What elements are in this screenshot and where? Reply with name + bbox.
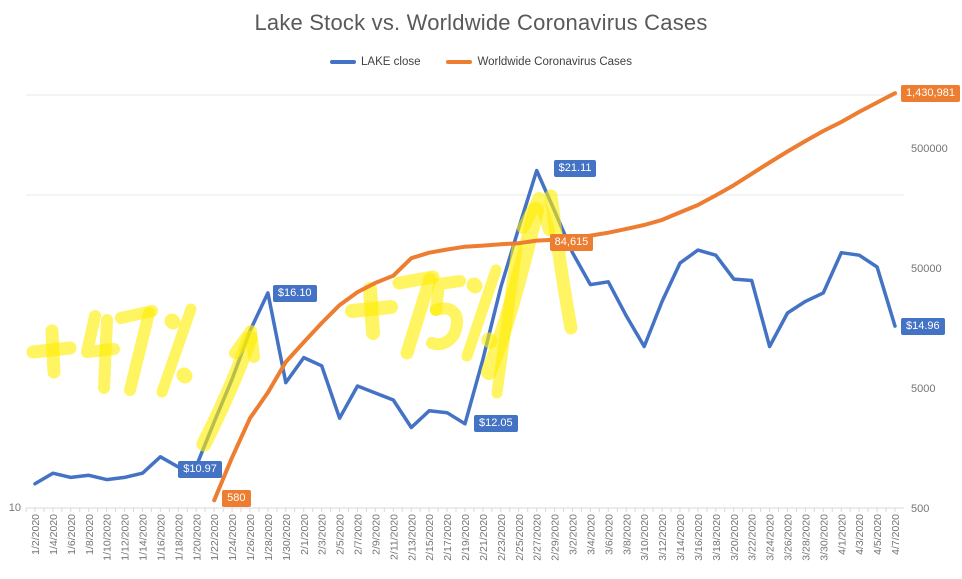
x-axis-label: 3/28/2020 (800, 514, 812, 561)
x-axis-label: 3/8/2020 (621, 514, 633, 555)
x-axis-label: 2/17/2020 (442, 514, 454, 561)
y-axis-right-label: 500 (911, 503, 929, 515)
x-axis-label: 1/24/2020 (227, 514, 239, 561)
legend-line-swatch-cases (446, 60, 473, 64)
x-axis-label: 3/18/2020 (711, 514, 723, 561)
x-axis-label: 3/24/2020 (765, 514, 777, 561)
chart-legend: LAKE close Worldwide Coronavirus Cases (0, 56, 962, 68)
x-axis-label: 4/3/2020 (854, 514, 866, 555)
cases-line (212, 91, 897, 503)
x-axis-label: 2/5/2020 (335, 514, 347, 555)
x-axis-label: 3/12/2020 (657, 514, 669, 561)
x-axis-label: 2/3/2020 (317, 514, 329, 555)
x-axis-label: 1/28/2020 (263, 514, 275, 561)
x-axis-label: 2/29/2020 (550, 514, 562, 561)
x-axis-label: 4/1/2020 (836, 514, 848, 555)
x-axis-label: 3/2/2020 (568, 514, 580, 555)
x-axis-label: 2/7/2020 (353, 514, 365, 555)
y-axis-right-label: 50000 (911, 263, 942, 275)
x-axis-label: 3/6/2020 (603, 514, 615, 555)
x-axis-label: 3/26/2020 (783, 514, 795, 561)
x-axis-label: 2/19/2020 (460, 514, 472, 561)
x-axis-label: 1/4/2020 (48, 514, 60, 555)
x-axis-label: 3/14/2020 (675, 514, 687, 561)
x-axis-label: 1/22/2020 (209, 514, 221, 561)
x-axis-label: 1/30/2020 (281, 514, 293, 561)
x-axis-label: 2/9/2020 (370, 514, 382, 555)
lake-close-line (33, 168, 897, 486)
x-axis-label: 3/4/2020 (585, 514, 597, 555)
x-axis-label: 1/8/2020 (84, 514, 96, 555)
y-axis-right-label: 500000 (911, 143, 948, 155)
x-axis-label: 1/26/2020 (245, 514, 257, 561)
x-axis-label: 1/16/2020 (155, 514, 167, 561)
x-axis-label: 3/20/2020 (729, 514, 741, 561)
x-axis-label: 2/15/2020 (424, 514, 436, 561)
x-axis-label: 2/23/2020 (496, 514, 508, 561)
x-axis-label: 1/6/2020 (66, 514, 78, 555)
legend-item-lake-close: LAKE close (330, 56, 420, 68)
x-axis-label: 1/2/2020 (30, 514, 42, 555)
x-axis-label: 3/16/2020 (693, 514, 705, 561)
annotation-plus47 (26, 303, 260, 452)
legend-item-cases: Worldwide Coronavirus Cases (446, 56, 632, 68)
x-axis-label: 3/30/2020 (818, 514, 830, 561)
legend-label-cases: Worldwide Coronavirus Cases (477, 56, 632, 68)
x-axis-label: 1/18/2020 (173, 514, 185, 561)
annotation-plus75 (345, 189, 578, 399)
x-axis-label: 1/14/2020 (138, 514, 150, 561)
x-axis-label: 3/10/2020 (639, 514, 651, 561)
legend-line-swatch-lake (330, 60, 357, 64)
chart-title: Lake Stock vs. Worldwide Coronavirus Cas… (254, 10, 708, 35)
x-axis-label: 3/22/2020 (747, 514, 759, 561)
legend-label-lake-close: LAKE close (361, 56, 421, 68)
x-axis-label: 2/1/2020 (299, 514, 311, 555)
x-axis-label: 4/7/2020 (890, 514, 902, 555)
x-axis-label: 4/5/2020 (872, 514, 884, 555)
x-axis-label: 2/11/2020 (388, 514, 400, 560)
x-axis-label: 1/20/2020 (191, 514, 203, 561)
y-axis-left-label: 10 (9, 502, 21, 514)
x-axis-label: 1/12/2020 (120, 514, 132, 561)
x-axis-label: 2/21/2020 (478, 514, 490, 561)
y-axis-right-label: 5000 (911, 383, 935, 395)
x-axis-label: 2/13/2020 (406, 514, 418, 561)
x-axis-label: 1/10/2020 (102, 514, 114, 561)
x-axis-label: 2/27/2020 (532, 514, 544, 561)
x-axis-label: 2/25/2020 (514, 514, 526, 561)
